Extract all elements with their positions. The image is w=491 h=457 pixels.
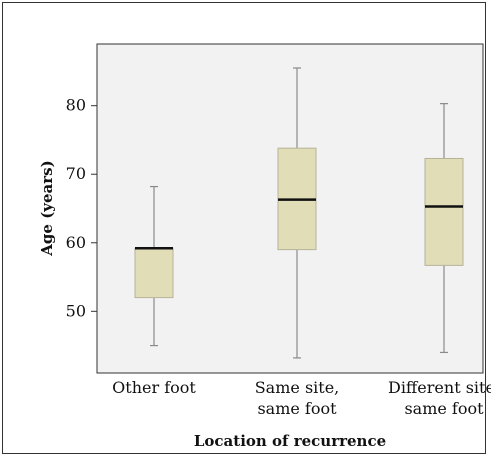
boxes-group bbox=[134, 67, 464, 359]
x-tick-label: same foot bbox=[404, 399, 484, 418]
x-axis-title: Location of recurrence bbox=[194, 432, 386, 450]
x-tick-label: Different site, bbox=[388, 378, 491, 397]
y-axis-title: Age (years) bbox=[38, 160, 56, 256]
x-axis-labels: Other foot Same site, same foot Different s… bbox=[112, 378, 491, 418]
box-3 bbox=[424, 103, 464, 354]
box-2 bbox=[277, 67, 317, 359]
y-tick-label: 60 bbox=[66, 233, 86, 252]
y-tick-label: 50 bbox=[66, 301, 86, 320]
y-tick-label: 70 bbox=[66, 164, 86, 183]
x-tick-label: Other foot bbox=[112, 378, 196, 397]
iqr-box bbox=[134, 247, 174, 299]
iqr-box bbox=[424, 157, 464, 266]
x-tick-label: same foot bbox=[257, 399, 337, 418]
x-tick-label: Same site, bbox=[255, 378, 340, 397]
y-tick-label: 80 bbox=[66, 96, 86, 115]
box-1 bbox=[134, 185, 174, 347]
y-axis-ticks: 50 60 70 80 bbox=[66, 96, 97, 320]
